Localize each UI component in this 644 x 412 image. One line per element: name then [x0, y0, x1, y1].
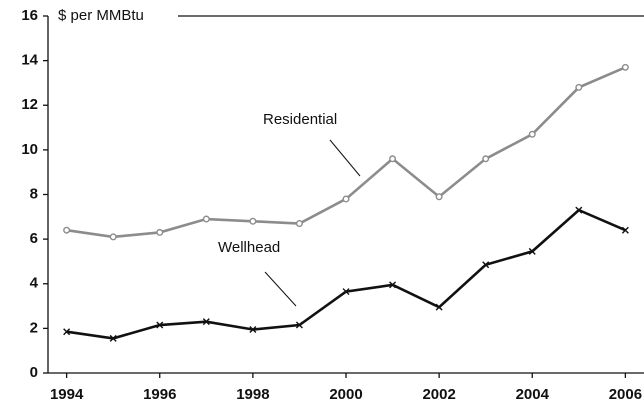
y-tick-label: 2	[30, 319, 38, 336]
point	[63, 226, 71, 234]
y-tick-label: 8	[30, 185, 38, 202]
series-label: Residential	[263, 111, 337, 128]
point	[295, 321, 303, 329]
point	[435, 303, 443, 311]
point	[342, 195, 350, 203]
x-tick-label: 2004	[516, 386, 550, 403]
point	[621, 226, 629, 234]
point	[528, 130, 536, 138]
series-line	[66, 66, 626, 239]
point	[202, 215, 210, 223]
point	[156, 321, 164, 329]
point	[295, 220, 303, 228]
point	[528, 247, 536, 255]
y-tick-label: 12	[21, 96, 38, 113]
point	[482, 261, 490, 269]
x-tick-label: 2002	[422, 386, 455, 403]
point	[156, 228, 164, 236]
point	[202, 318, 210, 326]
label-pointer	[264, 271, 297, 307]
label-pointer	[329, 139, 361, 177]
series-label: Wellhead	[218, 239, 280, 256]
point	[575, 206, 583, 214]
x-tick-label: 2006	[609, 386, 642, 403]
x-tick-label: 2000	[329, 386, 362, 403]
y-tick-label: 4	[30, 275, 39, 292]
y-tick-label: 14	[21, 52, 38, 69]
y-tick-label: 0	[30, 364, 38, 381]
point	[342, 288, 350, 296]
point	[482, 155, 490, 163]
point	[249, 217, 257, 225]
x-tick-label: 1994	[50, 386, 84, 403]
point	[249, 325, 257, 333]
point	[621, 63, 629, 71]
y-tick-label: 10	[21, 141, 38, 158]
y-tick-label: 16	[21, 7, 38, 24]
point	[389, 155, 397, 163]
y-tick-label: 6	[30, 230, 38, 247]
point	[435, 193, 443, 201]
point	[109, 334, 117, 342]
point	[389, 281, 397, 289]
x-tick-label: 1998	[236, 386, 269, 403]
point	[575, 83, 583, 91]
x-tick-label: 1996	[143, 386, 176, 403]
point	[109, 233, 117, 241]
point	[63, 328, 71, 336]
series-line	[66, 208, 626, 340]
y-axis-label: $ per MMBtu	[58, 7, 144, 24]
